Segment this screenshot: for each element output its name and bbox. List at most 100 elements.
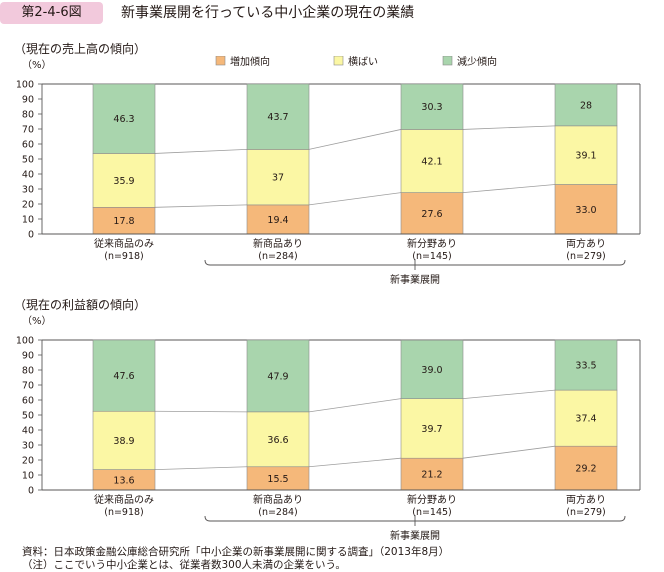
y-tick-label: 20 (22, 200, 34, 211)
category-label: 新商品あり (253, 237, 303, 250)
y-tick-label: 50 (22, 155, 34, 166)
profit-trend-chart: （%） 0 10 20 30 40 50 60 70 80 90 100 13.6 38.9 47.6 従来商… (16, 315, 641, 542)
decrease-segment (246, 83, 310, 150)
increase-value-label: 29.2 (575, 464, 596, 475)
y-tick-label: 0 (28, 486, 34, 497)
decrease-value-label: 43.7 (267, 112, 288, 123)
figure-title: 新事業展開を行っている中小企業の現在の業績 (121, 5, 415, 21)
y-tick-label: 90 (22, 351, 34, 362)
decrease-segment (246, 339, 310, 413)
decrease-segment (400, 83, 464, 130)
chart-1-title: （現在の売上高の傾向） (14, 42, 147, 56)
decrease-segment (400, 339, 464, 399)
flat-value-label: 39.1 (575, 151, 596, 162)
increase-segment (554, 184, 618, 235)
sample-size-label: (n=284) (258, 507, 298, 518)
legend-swatch-2 (442, 56, 453, 66)
increase-value-label: 21.2 (421, 470, 442, 481)
flat-segment (92, 153, 156, 208)
flat-value-label: 36.6 (267, 435, 288, 446)
legend-swatch-0 (215, 56, 226, 66)
y-tick-label: 40 (22, 426, 34, 437)
y-tick-label: 70 (22, 381, 34, 392)
flat-value-label: 35.9 (113, 176, 134, 187)
group-label: 新事業展開 (390, 529, 440, 542)
chart-2-title: （現在の利益額の傾向） (14, 298, 147, 312)
category-label: 従来商品のみ (94, 237, 154, 250)
flat-value-label: 38.9 (113, 436, 134, 447)
decrease-value-label: 28 (580, 100, 592, 111)
flat-value-label: 37.4 (575, 414, 596, 425)
connector-line (308, 192, 402, 206)
increase-segment (92, 207, 156, 235)
y-axis-unit: （%） (22, 59, 52, 71)
y-tick-label: 80 (22, 366, 34, 377)
y-tick-label: 100 (16, 336, 34, 347)
sample-size-label: (n=145) (412, 251, 452, 262)
y-axis-unit: （%） (22, 315, 52, 327)
y-tick-label: 60 (22, 140, 34, 151)
y-tick-label: 90 (22, 95, 34, 106)
connector-line (154, 204, 248, 208)
connector-line (462, 184, 556, 193)
category-label: 両方あり (566, 493, 606, 506)
flat-segment (400, 398, 464, 459)
y-tick-label: 40 (22, 170, 34, 181)
y-tick-label: 30 (22, 185, 34, 196)
increase-value-label: 33.0 (575, 205, 596, 216)
sample-size-label: (n=279) (566, 507, 606, 518)
flat-segment (554, 125, 618, 185)
figure-number-badge: 第2-4-6図 (0, 2, 103, 24)
connector-line (308, 457, 402, 468)
y-tick-label: 10 (22, 215, 34, 226)
flat-segment (554, 389, 618, 447)
definition-note: （注）ここでいう中小企業とは、従業者数300人未満の企業をいう。 (22, 559, 346, 571)
y-tick-label: 100 (16, 80, 34, 91)
decrease-segment (92, 339, 156, 412)
increase-value-label: 15.5 (267, 474, 288, 485)
flat-value-label: 42.1 (421, 157, 442, 168)
sample-size-label: (n=145) (412, 507, 452, 518)
sample-size-label: (n=284) (258, 251, 298, 262)
connector-line (308, 398, 402, 413)
category-label: 新分野あり (407, 493, 457, 506)
sample-size-label: (n=918) (104, 507, 144, 518)
increase-segment (400, 192, 464, 235)
decrease-segment (554, 339, 618, 391)
decrease-value-label: 30.3 (421, 102, 442, 113)
flat-segment (400, 129, 464, 193)
flat-segment (246, 411, 310, 468)
source-note: 資料：日本政策金融公庫総合研究所「中小企業の新事業展開に関する調査」（2013年… (22, 546, 450, 558)
increase-value-label: 27.6 (421, 209, 442, 220)
decrease-value-label: 46.3 (113, 114, 134, 125)
decrease-value-label: 33.5 (575, 361, 596, 372)
connector-line (462, 389, 556, 400)
y-tick-label: 50 (22, 411, 34, 422)
flat-segment (92, 410, 156, 470)
increase-value-label: 13.6 (113, 475, 134, 486)
y-tick-label: 20 (22, 456, 34, 467)
increase-value-label: 19.4 (267, 215, 288, 226)
decrease-value-label: 47.6 (113, 371, 134, 382)
legend-label-0: 増加傾向 (230, 56, 270, 68)
category-label: 新商品あり (253, 493, 303, 506)
increase-segment (246, 204, 310, 235)
connector-line (308, 129, 402, 150)
sample-size-label: (n=279) (566, 251, 606, 262)
decrease-value-label: 39.0 (421, 365, 442, 376)
decrease-value-label: 47.9 (267, 371, 288, 382)
category-label: 従来商品のみ (94, 493, 154, 506)
decrease-segment (554, 83, 618, 127)
increase-segment (400, 457, 464, 491)
connector-line (154, 466, 248, 470)
y-tick-label: 30 (22, 441, 34, 452)
figure-header: 第2-4-6図 新事業展開を行っている中小企業の現在の業績 (0, 0, 664, 27)
y-tick-label: 70 (22, 125, 34, 136)
increase-value-label: 17.8 (113, 216, 134, 227)
y-tick-label: 0 (28, 230, 34, 241)
connector-line (154, 410, 248, 413)
flat-value-label: 39.7 (421, 424, 442, 435)
legend-label-1: 横ばい (348, 56, 378, 68)
y-tick-label: 10 (22, 471, 34, 482)
group-label: 新事業展開 (390, 273, 440, 286)
